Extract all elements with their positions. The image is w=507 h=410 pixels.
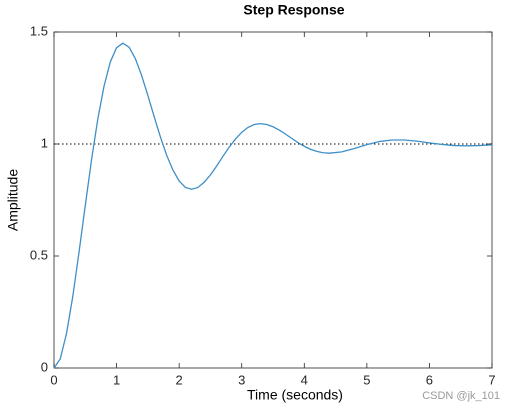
plot-area (53, 31, 493, 369)
y-tick-label: 0 (41, 359, 48, 374)
x-tick-label: 4 (301, 372, 308, 387)
y-axis-label: Amplitude (5, 169, 21, 231)
x-tick-label: 1 (113, 372, 120, 387)
x-axis-label: Time (seconds) (247, 387, 343, 403)
chart-title: Step Response (243, 2, 344, 18)
x-tick-label: 6 (426, 372, 433, 387)
x-tick-label: 0 (50, 372, 57, 387)
x-tick-label: 2 (176, 372, 183, 387)
y-tick-label: 1 (41, 135, 48, 150)
line-series (53, 42, 493, 369)
y-tick-label: 0.5 (30, 247, 48, 262)
y-tick-label: 1.5 (30, 23, 48, 38)
x-tick-label: 3 (238, 372, 245, 387)
x-tick-label: 5 (363, 372, 370, 387)
watermark: CSDN @jk_101 (422, 390, 500, 402)
x-tick-label: 7 (488, 372, 495, 387)
